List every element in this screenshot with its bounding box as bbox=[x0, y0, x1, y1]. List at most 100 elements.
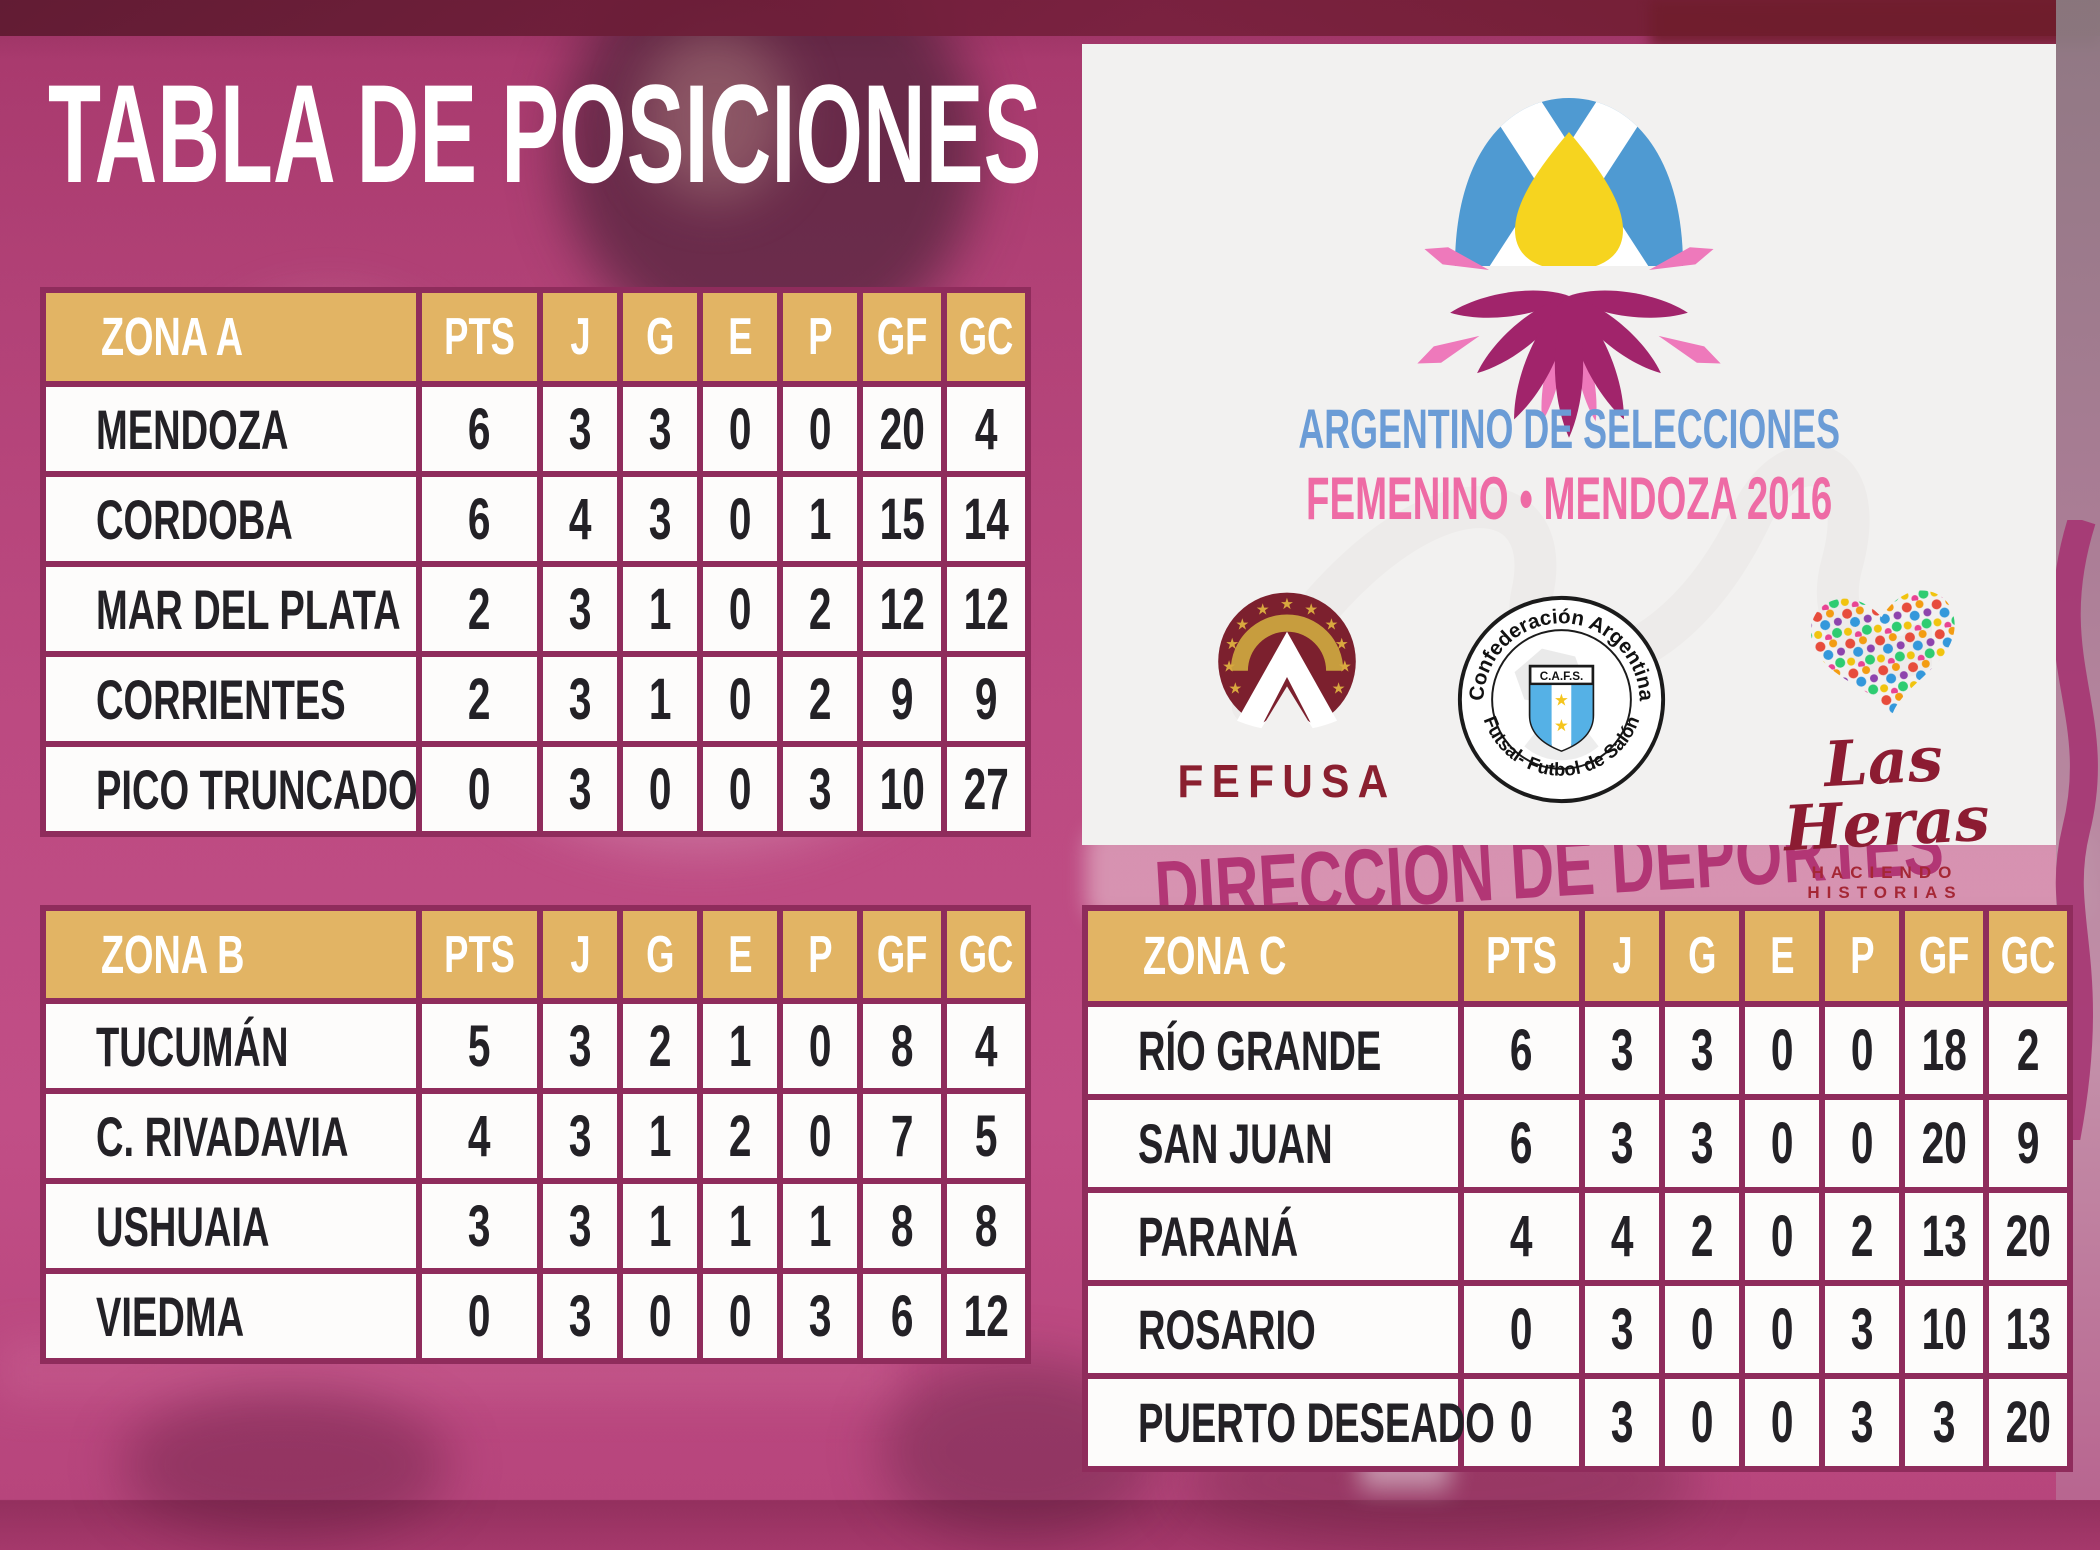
stat-value-cell: 0 bbox=[1745, 1379, 1819, 1466]
background-top-right-shadow bbox=[1650, 0, 2100, 46]
stat-value-cell: 3 bbox=[1825, 1286, 1899, 1373]
stat-value-cell: 3 bbox=[1665, 1007, 1739, 1094]
column-header-gc: GC bbox=[947, 293, 1025, 381]
stat-value-cell: 0 bbox=[1464, 1286, 1579, 1373]
svg-text:★: ★ bbox=[1554, 716, 1569, 735]
stat-value-cell: 5 bbox=[947, 1094, 1025, 1178]
team-name-cell: VIEDMA bbox=[46, 1274, 416, 1358]
cafs-logo-block: Confederación Argentina Futsal- Futbol d… bbox=[1454, 592, 1669, 812]
standings-table-zona-c: ZONA C PTS J G E P GF GC RÍO GRANDE 6 3 3 0 0… bbox=[1082, 905, 2073, 1472]
column-header-e: E bbox=[703, 911, 777, 998]
svg-text:★: ★ bbox=[1222, 659, 1236, 676]
stat-value-cell: 0 bbox=[783, 1004, 857, 1088]
stat-value-cell: 4 bbox=[1585, 1193, 1659, 1280]
stat-value-cell: 0 bbox=[703, 567, 777, 651]
column-header-gf: GF bbox=[863, 293, 941, 381]
stat-value-cell: 1 bbox=[623, 657, 697, 741]
stat-value-cell: 4 bbox=[947, 1004, 1025, 1088]
stat-value-cell: 7 bbox=[863, 1094, 941, 1178]
stat-value-cell: 2 bbox=[783, 657, 857, 741]
stat-value-cell: 2 bbox=[623, 1004, 697, 1088]
stat-value-cell: 1 bbox=[783, 477, 857, 561]
page-title: TABLA DE POSICIONES bbox=[48, 55, 1042, 212]
standings-table-zona-a: ZONA A PTS J G E P GF GC MENDOZA 6 3 3 0 0 20 4… bbox=[40, 287, 1031, 837]
background-legs-blob bbox=[120, 1390, 450, 1540]
stat-value-cell: 5 bbox=[422, 1004, 537, 1088]
stat-value-cell: 12 bbox=[947, 567, 1025, 651]
column-header-pts: PTS bbox=[422, 911, 537, 998]
stat-value-cell: 1 bbox=[783, 1184, 857, 1268]
stat-value-cell: 3 bbox=[783, 747, 857, 831]
cafs-badge: Confederación Argentina Futsal- Futbol d… bbox=[1457, 595, 1666, 804]
zone-header-label: ZONA B bbox=[46, 911, 416, 998]
zone-header-label: ZONA A bbox=[46, 293, 416, 381]
svg-text:★: ★ bbox=[1235, 616, 1249, 633]
column-header-gf: GF bbox=[863, 911, 941, 998]
stat-value-cell: 1 bbox=[623, 1094, 697, 1178]
stat-value-cell: 20 bbox=[863, 387, 941, 471]
team-name-cell: PUERTO DESEADO bbox=[1088, 1379, 1495, 1466]
stat-value-cell: 12 bbox=[863, 567, 941, 651]
stat-value-cell: 10 bbox=[863, 747, 941, 831]
column-header-g: G bbox=[1665, 911, 1739, 1001]
column-header-e: E bbox=[703, 293, 777, 381]
column-header-p: P bbox=[1825, 911, 1899, 1001]
stat-value-cell: 0 bbox=[623, 747, 697, 831]
lasheras-heart-icon bbox=[1811, 590, 1955, 716]
stat-value-cell: 8 bbox=[863, 1184, 941, 1268]
stat-value-cell: 20 bbox=[1989, 1193, 2067, 1280]
stat-value-cell: 18 bbox=[1905, 1007, 1983, 1094]
stat-value-cell: 4 bbox=[422, 1094, 537, 1178]
stat-value-cell: 9 bbox=[863, 657, 941, 741]
stat-value-cell: 3 bbox=[1585, 1007, 1659, 1094]
column-header-p: P bbox=[783, 293, 857, 381]
stat-value-cell: 3 bbox=[1825, 1379, 1899, 1466]
column-header-g: G bbox=[623, 911, 697, 998]
stat-value-cell: 0 bbox=[1665, 1379, 1739, 1466]
tournament-logo bbox=[1413, 98, 1725, 438]
column-header-j: J bbox=[543, 911, 617, 998]
tournament-headline-line2: FEMENINO • MENDOZA 2016 bbox=[1305, 465, 1833, 532]
stat-value-cell: 20 bbox=[1905, 1100, 1983, 1187]
stat-value-cell: 3 bbox=[543, 1004, 617, 1088]
stat-value-cell: 13 bbox=[1905, 1193, 1983, 1280]
stat-value-cell: 2 bbox=[422, 567, 537, 651]
stat-value-cell: 13 bbox=[1989, 1286, 2067, 1373]
stat-value-cell: 1 bbox=[703, 1004, 777, 1088]
column-header-g: G bbox=[623, 293, 697, 381]
stat-value-cell: 3 bbox=[623, 387, 697, 471]
column-header-j: J bbox=[543, 293, 617, 381]
stat-value-cell: 6 bbox=[1464, 1007, 1579, 1094]
fefusa-stars: ★ ★ ★ ★ ★ ★ ★ ★ ★ ★ ★ bbox=[1222, 596, 1352, 697]
stat-value-cell: 12 bbox=[947, 1274, 1025, 1358]
svg-text:★: ★ bbox=[1338, 659, 1352, 676]
stat-value-cell: 1 bbox=[703, 1184, 777, 1268]
stat-value-cell: 1 bbox=[623, 1184, 697, 1268]
svg-text:★: ★ bbox=[1228, 680, 1242, 697]
lasheras-logo-block: Las Heras HACIENDO HISTORIAS bbox=[1730, 574, 2040, 903]
stat-value-cell: 4 bbox=[543, 477, 617, 561]
stat-value-cell: 15 bbox=[863, 477, 941, 561]
stat-value-cell: 0 bbox=[623, 1274, 697, 1358]
stat-value-cell: 0 bbox=[703, 747, 777, 831]
team-name-cell: ROSARIO bbox=[1088, 1286, 1458, 1373]
team-name-cell: USHUAIA bbox=[46, 1184, 416, 1268]
stat-value-cell: 2 bbox=[703, 1094, 777, 1178]
svg-text:★: ★ bbox=[1335, 636, 1349, 653]
svg-text:★: ★ bbox=[1225, 636, 1239, 653]
stat-value-cell: 3 bbox=[1585, 1100, 1659, 1187]
stat-value-cell: 3 bbox=[543, 1094, 617, 1178]
stat-value-cell: 3 bbox=[783, 1274, 857, 1358]
stat-value-cell: 3 bbox=[422, 1184, 537, 1268]
column-header-gf: GF bbox=[1905, 911, 1983, 1001]
stat-value-cell: 0 bbox=[1825, 1100, 1899, 1187]
team-name-cell: RÍO GRANDE bbox=[1088, 1007, 1458, 1094]
stat-value-cell: 9 bbox=[1989, 1100, 2067, 1187]
stat-value-cell: 3 bbox=[1585, 1379, 1659, 1466]
svg-text:★: ★ bbox=[1325, 616, 1339, 633]
stat-value-cell: 8 bbox=[863, 1004, 941, 1088]
team-name-cell: PARANÁ bbox=[1088, 1193, 1458, 1280]
logo-yellow-center bbox=[1515, 132, 1623, 266]
zone-header-label: ZONA C bbox=[1088, 911, 1458, 1001]
stat-value-cell: 0 bbox=[1745, 1193, 1819, 1280]
